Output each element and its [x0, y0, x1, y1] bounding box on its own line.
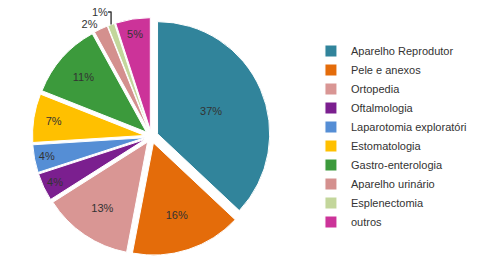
svg-text:Aparelho Reprodutor: Aparelho Reprodutor: [351, 45, 453, 57]
svg-text:13%: 13%: [91, 202, 113, 214]
svg-text:5%: 5%: [127, 28, 143, 40]
svg-text:Gastro-enterologia: Gastro-enterologia: [351, 159, 443, 171]
svg-text:4%: 4%: [47, 176, 63, 188]
svg-text:Ortopedia: Ortopedia: [351, 83, 400, 95]
svg-text:2%: 2%: [82, 18, 98, 30]
svg-text:1%: 1%: [92, 6, 108, 18]
svg-text:Aparelho urinário: Aparelho urinário: [351, 178, 435, 190]
svg-text:37%: 37%: [200, 105, 222, 117]
svg-text:Estomatologia: Estomatologia: [351, 140, 422, 152]
svg-text:Esplenectomia: Esplenectomia: [351, 197, 424, 209]
svg-text:outros: outros: [351, 216, 382, 228]
svg-text:16%: 16%: [166, 209, 188, 221]
svg-text:11%: 11%: [73, 71, 94, 83]
svg-text:Laparotomia exploratóri: Laparotomia exploratóri: [351, 121, 467, 133]
svg-text:Oftalmologia: Oftalmologia: [351, 102, 414, 114]
svg-text:7%: 7%: [46, 115, 62, 127]
svg-text:4%: 4%: [39, 150, 55, 162]
svg-text:Pele e anexos: Pele e anexos: [351, 64, 421, 76]
